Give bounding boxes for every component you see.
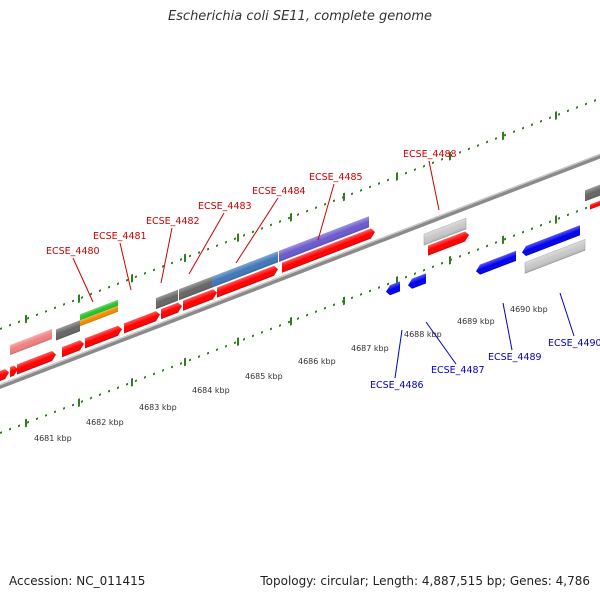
scale-label: 4682 kbp (86, 418, 124, 427)
gene-label-forward[interactable]: ECSE_4485 (309, 172, 363, 183)
lower-scale-line (0, 201, 600, 434)
scale-labels: 4681 kbp 4682 kbp 4683 kbp 4684 kbp 4685… (34, 305, 548, 443)
gene-label-forward[interactable]: ECSE_4480 (46, 246, 100, 257)
scale-label: 4686 kbp (298, 357, 336, 366)
gene-forward[interactable] (10, 364, 18, 378)
gene-forward[interactable] (0, 368, 9, 383)
scale-label: 4681 kbp (34, 434, 72, 443)
gene-reverse[interactable] (408, 273, 426, 290)
feature-pink[interactable] (10, 329, 52, 356)
feature-gray[interactable] (56, 320, 80, 341)
gene-label-reverse[interactable]: ECSE_4490 (548, 338, 600, 349)
genome-title: Escherichia coli SE11, complete genome (167, 9, 433, 24)
topology-summary: Topology: circular; Length: 4,887,515 bp… (260, 574, 590, 588)
gene-label-forward[interactable]: ECSE_4482 (146, 216, 200, 227)
gene-label-reverse[interactable]: ECSE_4489 (488, 352, 542, 363)
feature-gray[interactable] (585, 184, 600, 202)
scale-label: 4690 kbp (510, 305, 548, 314)
gene-label-forward[interactable]: ECSE_4481 (93, 231, 147, 242)
gene-labels-forward: ECSE_4480 ECSE_4481 ECSE_4482 ECSE_4483 … (46, 149, 457, 257)
accession-text: Accession: NC_011415 (9, 574, 146, 588)
scale-label: 4684 kbp (192, 386, 230, 395)
gene-label-forward[interactable]: ECSE_4484 (252, 186, 306, 197)
scale-label: 4689 kbp (457, 317, 495, 326)
leader-lines (72, 160, 575, 379)
gene-label-forward[interactable]: ECSE_4483 (198, 201, 252, 212)
gene-reverse[interactable] (476, 250, 516, 276)
gene-labels-reverse: ECSE_4486 ECSE_4487 ECSE_4489 ECSE_4490 (370, 338, 600, 391)
gene-label-reverse[interactable]: ECSE_4487 (431, 365, 485, 376)
scale-label: 4688 kbp (404, 330, 442, 339)
gene-label-forward[interactable]: ECSE_4488 (403, 149, 457, 160)
gene-forward[interactable] (590, 200, 600, 210)
scale-label: 4683 kbp (139, 403, 177, 412)
gene-label-reverse[interactable]: ECSE_4486 (370, 380, 424, 391)
scale-label: 4687 kbp (351, 344, 389, 353)
upper-scale-line (0, 97, 600, 330)
scale-label: 4685 kbp (245, 372, 283, 381)
major-ticks (25, 111, 557, 428)
